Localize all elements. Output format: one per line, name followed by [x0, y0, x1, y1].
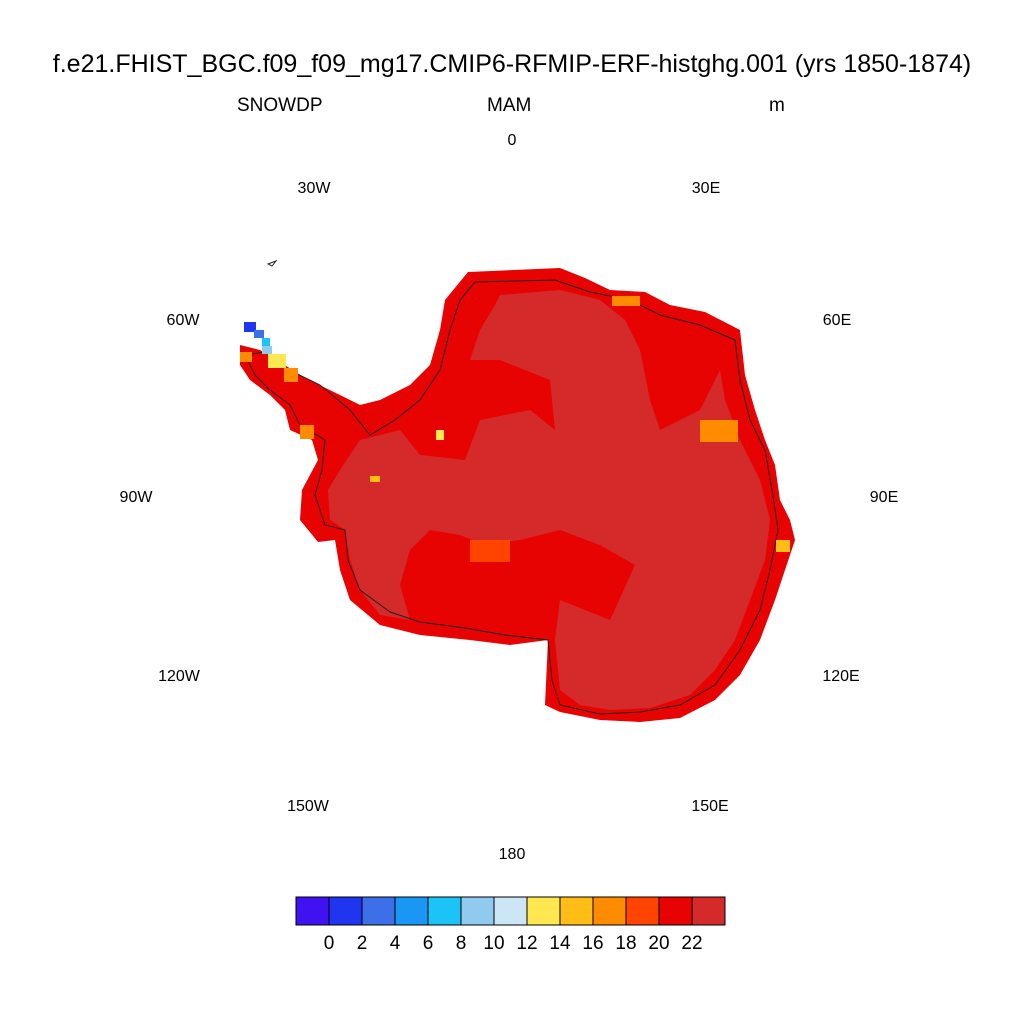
colorbar-box [328, 896, 363, 926]
colorbar-label: 8 [455, 933, 467, 954]
peninsula-cell [300, 425, 314, 439]
lon-label-30e: 30E [691, 180, 721, 197]
peninsula-cell [470, 540, 510, 562]
snow-depth-interior-region [328, 290, 770, 710]
colorbar-label: 16 [582, 933, 604, 954]
peninsula-cell [700, 420, 738, 442]
peninsula-cell [612, 296, 640, 306]
colorbar-box [427, 896, 462, 926]
south-georgia-island [266, 259, 278, 267]
colorbar-label: 14 [549, 933, 571, 954]
peninsula-cell [262, 338, 270, 346]
peninsula-cell [244, 322, 256, 332]
lon-label-120w: 120W [158, 668, 200, 685]
lon-label-150e: 150E [691, 798, 729, 815]
colorbar-box [460, 896, 495, 926]
colorbar-label: 2 [356, 933, 368, 954]
colorbar-label: 0 [323, 933, 335, 954]
variable-label: SNOWDP [237, 95, 323, 116]
peninsula-cell [268, 354, 286, 368]
colorbar-box [526, 896, 561, 926]
lon-label-90w: 90W [119, 489, 153, 506]
colorbar-box [493, 896, 528, 926]
peninsula-cell [254, 330, 264, 338]
lon-label-60w: 60W [166, 312, 200, 329]
peninsula-cell [240, 352, 252, 362]
colorbar-box [658, 896, 693, 926]
peninsula-cell [436, 430, 444, 440]
colorbar [295, 896, 726, 926]
peninsula-cell [262, 346, 272, 354]
colorbar-label: 18 [615, 933, 637, 954]
colorbar-label: 6 [422, 933, 434, 954]
colorbar-box [559, 896, 594, 926]
lon-label-30w: 30W [297, 180, 331, 197]
plot-title: f.e21.FHIST_BGC.f09_f09_mg17.CMIP6-RFMIP… [52, 50, 972, 78]
colorbar-box [625, 896, 660, 926]
colorbar-label: 12 [516, 933, 538, 954]
lon-label-60e: 60E [822, 312, 852, 329]
peninsula-cell [776, 540, 790, 552]
lon-label-150w: 150W [287, 798, 329, 815]
coastline [244, 279, 779, 715]
colorbar-box [394, 896, 429, 926]
lon-label-0: 0 [507, 132, 517, 149]
colorbar-label: 22 [681, 933, 703, 954]
colorbar-label: 10 [483, 933, 505, 954]
lon-label-90e: 90E [869, 489, 899, 506]
colorbar-box [295, 896, 330, 926]
colorbar-box [691, 896, 726, 926]
peninsula-cell [284, 368, 298, 382]
lon-label-120e: 120E [822, 668, 860, 685]
colorbar-label: 4 [389, 933, 401, 954]
colorbar-box [361, 896, 396, 926]
lon-label-180: 180 [498, 846, 526, 863]
peninsula-cell [370, 476, 380, 482]
colorbar-box [592, 896, 627, 926]
units-label: m [769, 95, 785, 116]
season-label: MAM [487, 95, 532, 116]
colorbar-label: 20 [648, 933, 670, 954]
